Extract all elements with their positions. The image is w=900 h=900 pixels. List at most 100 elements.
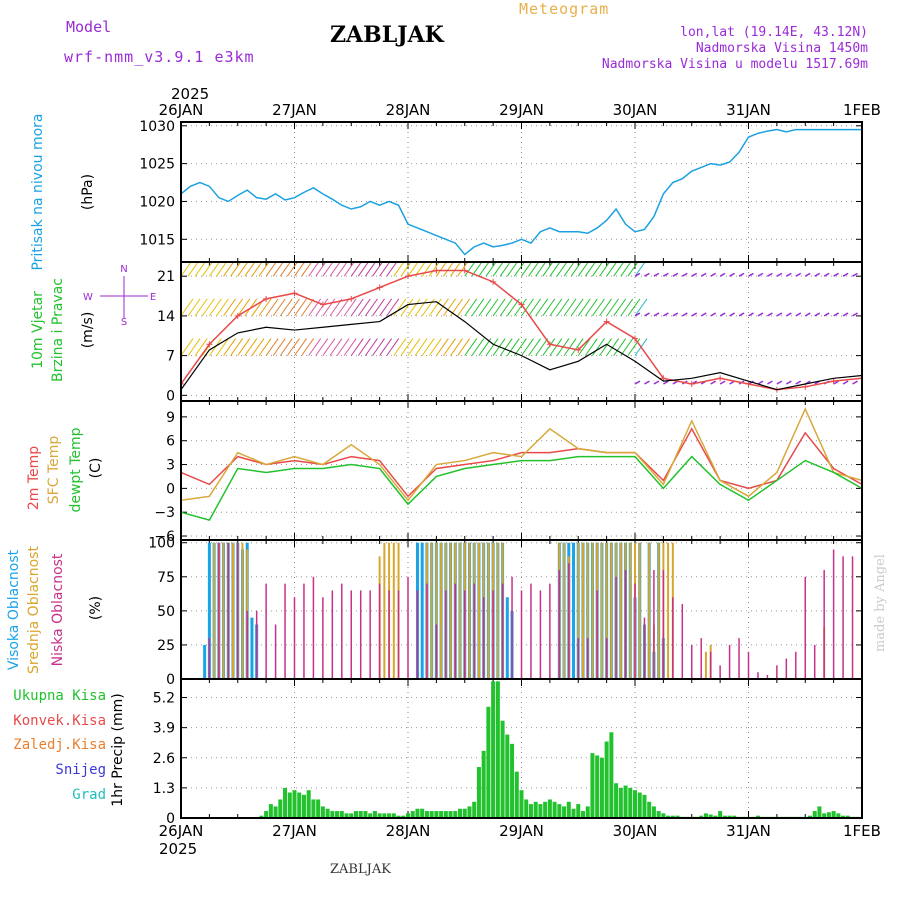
cloud-low-axis-title: Niska Oblacnost xyxy=(50,553,66,666)
precip-bar xyxy=(429,811,434,818)
wind-barb xyxy=(379,338,393,356)
wind-barb xyxy=(613,298,627,317)
wind-barb xyxy=(719,272,726,277)
wind-barb xyxy=(719,380,726,385)
x-tick-label-bottom: 29JAN xyxy=(499,822,544,840)
wind-barb xyxy=(672,312,679,317)
wind-barb xyxy=(294,338,307,356)
y-tick-label: 100 xyxy=(148,536,175,552)
wind-compass-icon: N E W S xyxy=(83,264,156,328)
y-tick-label: 6 xyxy=(166,434,175,450)
wind-barb xyxy=(407,298,421,317)
precip-bar xyxy=(453,811,458,818)
wind-barb xyxy=(785,380,792,385)
wind-barb xyxy=(785,312,792,317)
x-tick-label-top: 1FEB xyxy=(843,101,881,119)
precip-bar xyxy=(448,811,453,818)
precip-bar xyxy=(491,681,496,818)
wind-barb xyxy=(279,298,293,317)
precip-bar xyxy=(826,812,831,818)
precip-bar xyxy=(836,813,841,818)
wind-barb xyxy=(258,338,272,356)
precip-bar xyxy=(420,808,425,818)
footer-location: ZABLJAK xyxy=(330,862,391,877)
x-tick-label-bottom: 31JAN xyxy=(726,822,771,840)
precip-bar xyxy=(495,681,500,818)
precip-legend-0: Ukupna Kisa xyxy=(13,688,106,704)
precip-bar xyxy=(727,815,732,818)
y-tick-label: 5.2 xyxy=(153,691,175,707)
wind-barb xyxy=(842,272,849,277)
wind-barb xyxy=(563,338,577,356)
wind-barb xyxy=(421,338,435,356)
wind-barb xyxy=(308,338,322,356)
wind-barb xyxy=(691,272,698,277)
wind-barb xyxy=(350,298,364,317)
precip-bar xyxy=(424,811,429,818)
precip-bar xyxy=(439,811,444,818)
wind-barb xyxy=(776,312,783,317)
wind-barb xyxy=(570,338,584,356)
precip-bar xyxy=(316,799,321,818)
wind-barb xyxy=(584,338,598,356)
wind-barb xyxy=(237,298,251,317)
wind-barb xyxy=(681,312,688,317)
precip-bar xyxy=(339,811,344,818)
plot-area xyxy=(259,681,862,818)
precip-bar xyxy=(713,815,718,818)
wind-barb xyxy=(577,298,591,317)
wind-barb xyxy=(336,338,350,356)
wind-barb xyxy=(216,298,229,317)
dewpoint-line xyxy=(181,455,862,522)
wind-barb xyxy=(478,298,492,317)
precip-bar xyxy=(353,811,358,818)
wind-barb xyxy=(542,338,556,356)
wind-barb xyxy=(357,298,371,317)
wind-barb xyxy=(357,338,371,356)
precip-legend-2: Zaledj.Kisa xyxy=(13,737,106,753)
wind-barb xyxy=(443,298,456,317)
wind-barb xyxy=(563,298,577,317)
wind-barb xyxy=(549,338,563,356)
temp-2m-axis-title: 2m Temp xyxy=(26,446,42,510)
y-tick-label: 0 xyxy=(166,481,175,497)
wind-barb xyxy=(485,338,499,356)
pressure-axis-title: Pritisak na nivou mora xyxy=(30,113,46,270)
meteogram-label: Meteogram xyxy=(519,0,610,18)
y-tick-label: 21 xyxy=(157,269,175,285)
wind-barb xyxy=(230,298,244,317)
wind-barb xyxy=(421,298,435,317)
y-tick-label: −6 xyxy=(154,529,175,545)
wind-barb xyxy=(336,298,350,317)
wind-barb xyxy=(386,298,400,317)
precip-bar xyxy=(841,815,846,818)
wind-barb xyxy=(400,338,414,356)
wind-barb xyxy=(757,272,764,277)
precip-bar xyxy=(580,811,585,818)
wind-barb xyxy=(393,338,407,356)
precip-bar xyxy=(458,808,463,818)
wind-barb xyxy=(542,298,556,317)
wind-barb xyxy=(450,338,463,356)
wind-barb xyxy=(592,338,605,356)
wind-barb xyxy=(365,298,378,317)
wind-barb xyxy=(620,298,634,317)
wind-axis-title-2: Brzina i Pravac xyxy=(50,278,66,382)
wind-barb xyxy=(606,338,620,356)
wind-barb xyxy=(286,338,300,356)
precip-bar xyxy=(609,732,614,818)
wind-barb xyxy=(294,298,307,317)
wind-barb xyxy=(223,338,236,356)
wind-barb xyxy=(710,272,717,277)
model-label: Model xyxy=(66,18,112,36)
precip-bar xyxy=(845,815,850,818)
wind-barb xyxy=(208,298,222,317)
wind-barb xyxy=(691,312,698,317)
wind-barb xyxy=(265,338,279,356)
wind-gust-line xyxy=(181,269,862,391)
wind-barb xyxy=(757,312,764,317)
precip-bar xyxy=(552,801,557,818)
wind-barb xyxy=(852,312,858,317)
wind-barb xyxy=(663,312,669,317)
